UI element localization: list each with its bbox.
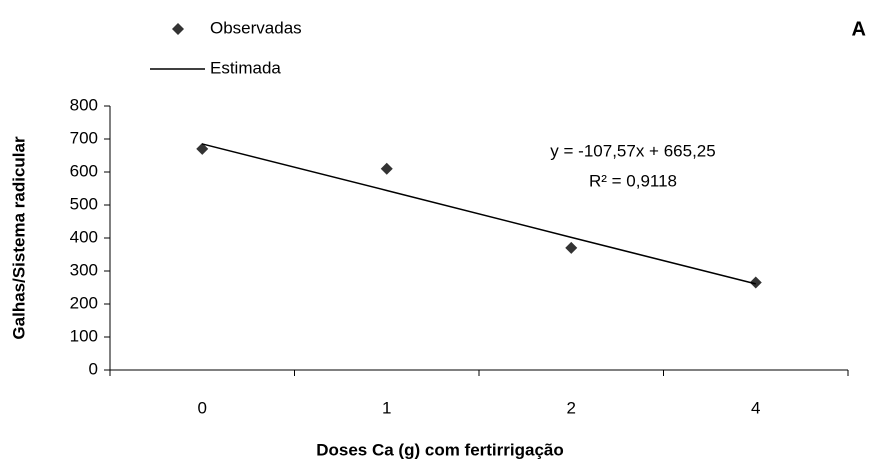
y-tick-label: 700 (70, 128, 98, 147)
legend-label: Estimada (210, 58, 281, 77)
point (380, 162, 393, 175)
x-tick-label: 0 (198, 398, 207, 417)
point (196, 142, 209, 155)
y-tick-label: 0 (89, 359, 98, 378)
legend-label: Observadas (210, 18, 302, 37)
equation: y = -107,57x + 665,25 (550, 141, 715, 160)
y-tick-label: 400 (70, 227, 98, 246)
y-tick-label: 500 (70, 194, 98, 213)
y-tick-label: 200 (70, 293, 98, 312)
x-axis-title: Doses Ca (g) com fertirrigação (316, 440, 564, 459)
point (749, 276, 762, 289)
x-tick-label: 1 (382, 398, 391, 417)
y-tick-label: 800 (70, 95, 98, 114)
x-tick-label: 2 (567, 398, 576, 417)
y-tick-label: 100 (70, 326, 98, 345)
y-axis-title: Galhas/Sistema radicular (9, 136, 28, 340)
y-tick-label: 300 (70, 260, 98, 279)
x-tick-label: 4 (751, 398, 760, 417)
trend-line (202, 143, 756, 285)
y-tick-label: 600 (70, 161, 98, 180)
r-squared: R² = 0,9118 (589, 171, 677, 190)
panel-label: A (852, 18, 866, 40)
legend-marker (172, 23, 184, 35)
point (565, 241, 578, 254)
